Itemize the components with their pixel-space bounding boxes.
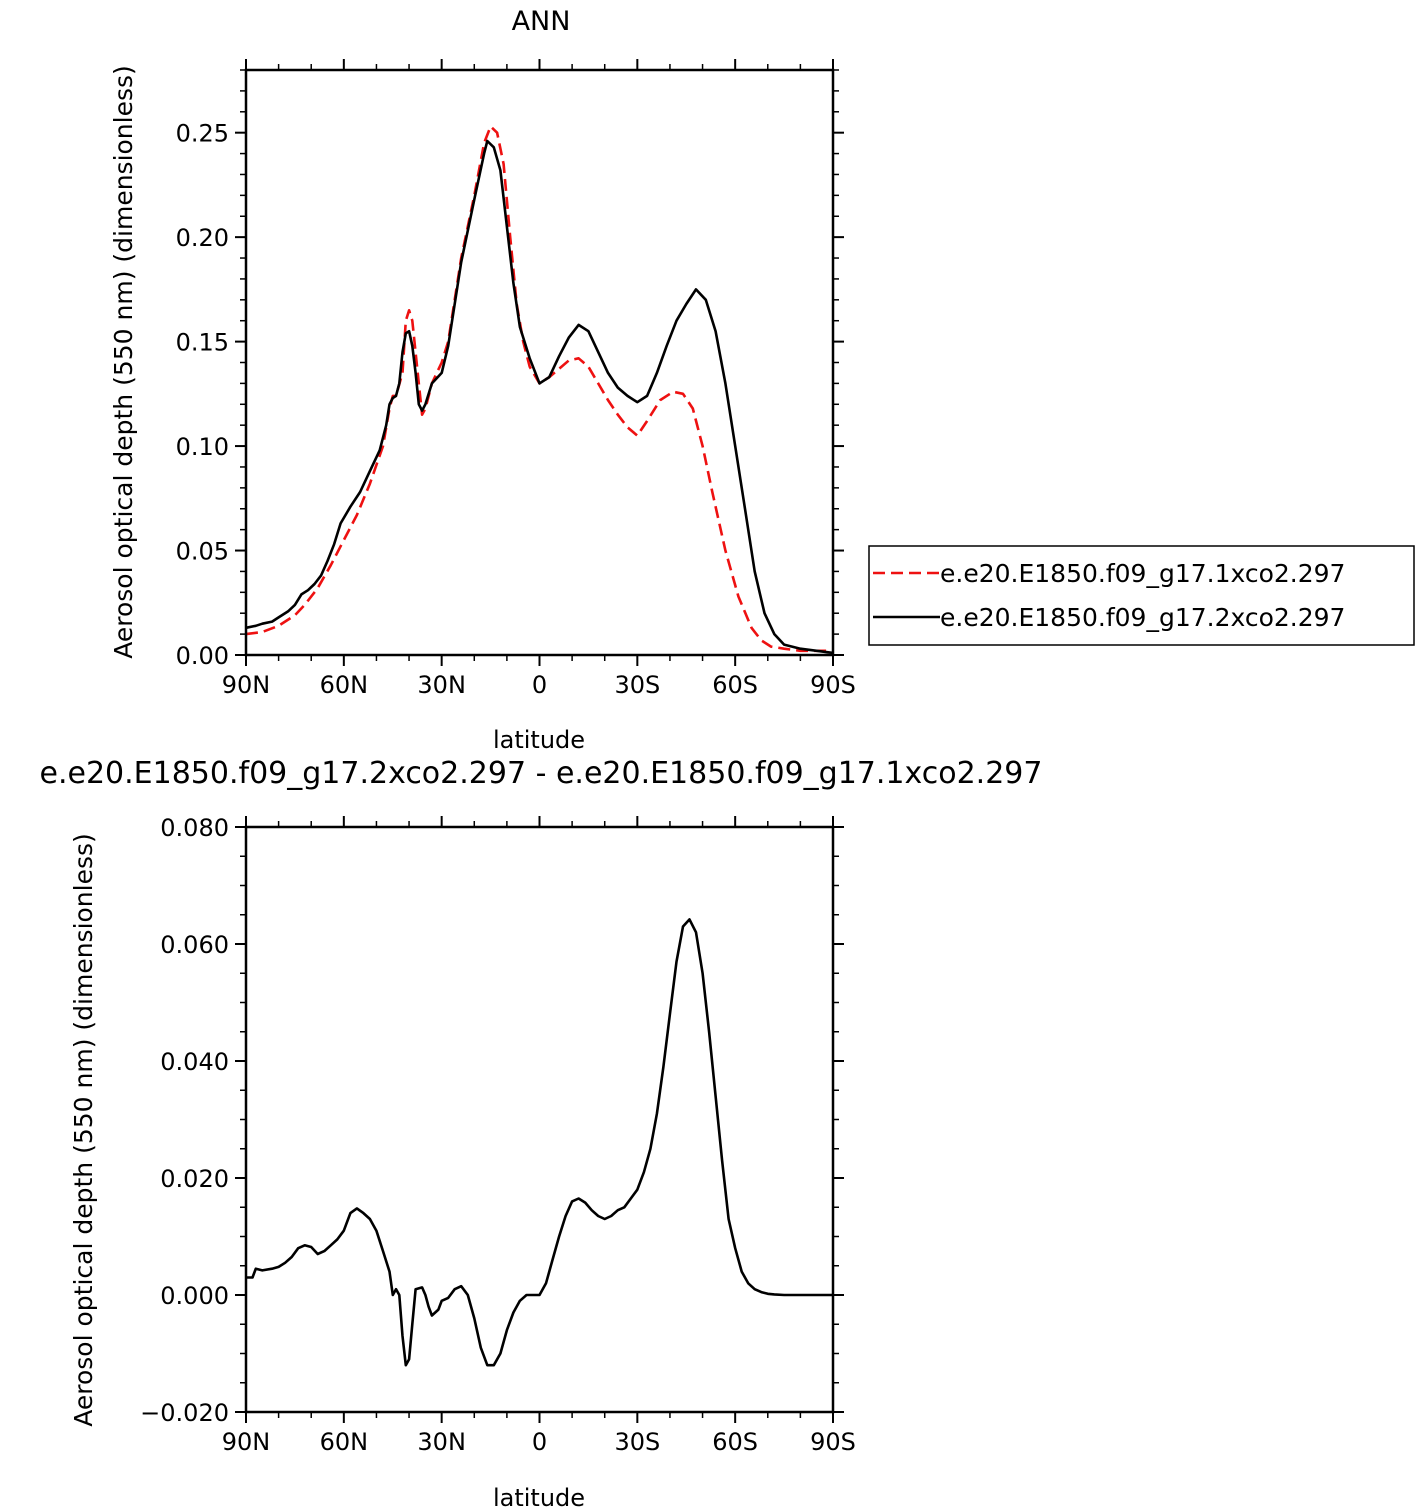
top-x-axis-label: latitude xyxy=(493,726,585,754)
top-panel: ANN Aerosol optical depth (550 nm) (dime… xyxy=(109,6,856,754)
y-tick-label: 0.25 xyxy=(176,120,229,148)
x-tick-label: 30S xyxy=(614,1428,660,1456)
series-line-1 xyxy=(246,918,833,1367)
y-tick-label: 0.05 xyxy=(176,538,229,566)
top-chart-title: ANN xyxy=(512,6,571,37)
y-tick-label: 0.040 xyxy=(160,1048,229,1076)
top-y-axis-label: Aerosol optical depth (550 nm) (dimensio… xyxy=(109,65,138,659)
y-tick-label: 0.020 xyxy=(160,1165,229,1193)
y-tick-label: −0.020 xyxy=(140,1399,229,1427)
x-tick-label: 0 xyxy=(532,1428,547,1456)
x-tick-label: 90N xyxy=(222,1428,271,1456)
legend-label-series-2: e.e20.E1850.f09_g17.2xco2.297 xyxy=(940,603,1345,632)
series-line-2 xyxy=(245,139,834,655)
x-tick-label: 30N xyxy=(417,671,466,699)
bottom-x-axis-label: latitude xyxy=(493,1484,585,1512)
series-line-1 xyxy=(245,125,833,653)
legend: e.e20.E1850.f09_g17.1xco2.297 e.e20.E185… xyxy=(868,545,1415,646)
y-tick-label: 0.15 xyxy=(176,329,229,357)
x-tick-label: 90S xyxy=(810,671,856,699)
y-tick-label: 0.10 xyxy=(176,433,229,461)
x-tick-label: 90N xyxy=(222,671,271,699)
x-tick-label: 60N xyxy=(320,671,369,699)
legend-label-series-1: e.e20.E1850.f09_g17.1xco2.297 xyxy=(940,559,1345,588)
x-tick-label: 60N xyxy=(320,1428,369,1456)
top-axis-ticks: 90N 60N 30N 0 30S 60S 90S 0.00 0.05 0.10 0.15 0.20 0… xyxy=(176,59,856,699)
x-tick-label: 60S xyxy=(712,1428,758,1456)
bottom-panel: e.e20.E1850.f09_g17.2xco2.297 - e.e20.E1… xyxy=(40,756,1043,1512)
x-tick-label: 90S xyxy=(810,1428,856,1456)
bottom-chart-title: e.e20.E1850.f09_g17.2xco2.297 - e.e20.E1… xyxy=(40,756,1043,791)
x-tick-label: 0 xyxy=(532,671,547,699)
y-tick-label: 0.000 xyxy=(160,1282,229,1310)
y-tick-label: 0.00 xyxy=(176,642,229,670)
y-tick-label: 0.20 xyxy=(176,224,229,252)
bottom-plot-frame xyxy=(244,825,835,1414)
x-tick-label: 30S xyxy=(614,671,660,699)
x-tick-label: 60S xyxy=(712,671,758,699)
bottom-y-axis-label: Aerosol optical depth (550 nm) (dimensio… xyxy=(69,833,98,1427)
y-tick-label: 0.080 xyxy=(160,814,229,842)
legend-box xyxy=(868,545,1415,646)
y-tick-label: 0.060 xyxy=(160,931,229,959)
top-series-group xyxy=(245,125,834,655)
top-plot-frame xyxy=(244,68,835,657)
bottom-series-group xyxy=(246,918,833,1367)
x-tick-label: 30N xyxy=(417,1428,466,1456)
